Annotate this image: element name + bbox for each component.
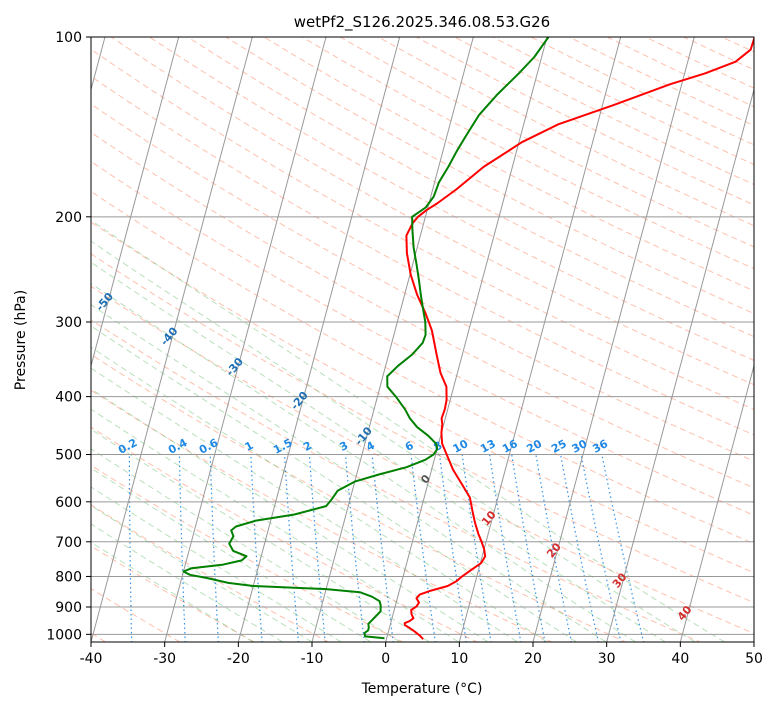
moist-adiabat — [91, 467, 372, 642]
isotherm-line — [91, 37, 180, 368]
isotherm-line — [91, 37, 253, 642]
x-tick-label: 0 — [381, 651, 390, 667]
moist-adiabats-layer — [91, 219, 726, 642]
x-axis-label: Temperature (°C) — [361, 681, 483, 697]
x-tick-label: -40 — [80, 651, 103, 667]
dry-adiabat — [91, 389, 553, 642]
x-tick-label: 50 — [745, 651, 763, 667]
dry-adiabat — [91, 353, 627, 642]
mixing-ratio-label: 25 — [549, 437, 569, 456]
y-tick-label: 700 — [55, 535, 82, 551]
mixing-ratio-label: 20 — [524, 437, 544, 456]
y-tick-label: 500 — [55, 448, 82, 464]
dry-adiabat — [91, 131, 754, 489]
dry-adiabat — [91, 319, 702, 642]
y-axis: 100 200 300 400 500 600 700 800 900 1000 — [46, 30, 91, 643]
profile-traces-layer — [182, 37, 754, 640]
mixing-ratio-label: 10 — [451, 437, 471, 456]
dewpoint-trace — [182, 37, 550, 640]
mixing-ratio-label: 36 — [590, 437, 610, 456]
mixing-ratio-line — [308, 454, 326, 642]
x-tick-label: 30 — [598, 651, 616, 667]
mixing-ratio-line — [178, 454, 186, 642]
chart-title: wetPf2_S126.2025.346.08.53.G26 — [294, 13, 550, 32]
x-tick-label: 40 — [671, 651, 689, 667]
mixing-ratio-line — [209, 454, 220, 642]
dry-adiabat — [149, 37, 754, 361]
moist-adiabat — [91, 282, 637, 642]
x-axis: -40 -30 -20 -10 0 10 20 30 40 50 — [80, 642, 763, 667]
x-tick-label: 10 — [450, 651, 468, 667]
dry-adiabats-layer — [91, 37, 754, 642]
dry-adiabat — [225, 37, 754, 315]
y-tick-label: 1000 — [46, 627, 82, 643]
x-tick-label: 20 — [524, 651, 542, 667]
y-tick-label: 200 — [55, 210, 82, 226]
isotherm-line — [385, 37, 548, 642]
x-tick-label: -30 — [153, 651, 176, 667]
dry-adiabat — [263, 37, 754, 292]
moist-adiabat — [91, 448, 401, 642]
isotherms-layer — [91, 37, 754, 642]
y-tick-label: 300 — [55, 315, 82, 331]
y-axis-label: Pressure (hPa) — [13, 290, 29, 390]
x-tick-label: -20 — [227, 651, 250, 667]
isotherm-line — [606, 87, 754, 642]
moist-adiabat — [91, 367, 519, 642]
dry-adiabat — [91, 253, 754, 604]
dry-adiabat — [91, 588, 181, 642]
isotherm-line — [458, 37, 622, 642]
mixing-ratio-label: 30 — [570, 437, 590, 456]
mixing-ratio-line — [250, 454, 263, 642]
mixing-ratio-line — [283, 454, 300, 642]
plot-frame — [90, 36, 755, 643]
isotherm-line — [679, 363, 754, 642]
temperature-trace — [403, 37, 754, 640]
isotherm-line — [237, 37, 401, 642]
dry-adiabat — [91, 426, 479, 642]
dry-adiabat — [91, 285, 754, 634]
mixing-ratio-label: 0.1 — [69, 436, 92, 457]
isotherm-line — [311, 37, 474, 642]
isotherm-line — [532, 37, 695, 642]
mixing-ratio-label: 16 — [500, 437, 520, 456]
moist-adiabat — [91, 541, 255, 642]
mixing-ratio-label: 13 — [478, 437, 498, 456]
x-tick-label: -10 — [301, 651, 324, 667]
moist-adiabat — [91, 219, 726, 642]
dry-adiabat — [110, 37, 754, 386]
y-tick-label: 100 — [55, 30, 82, 46]
y-tick-label: 400 — [55, 390, 82, 406]
isotherm-line — [164, 37, 327, 642]
moist-adiabat — [91, 240, 696, 642]
y-tick-label: 600 — [55, 495, 82, 511]
y-tick-label: 900 — [55, 600, 82, 616]
mixing-ratio-line — [344, 454, 366, 642]
dry-adiabat — [91, 103, 754, 462]
y-tick-label: 800 — [55, 569, 82, 585]
